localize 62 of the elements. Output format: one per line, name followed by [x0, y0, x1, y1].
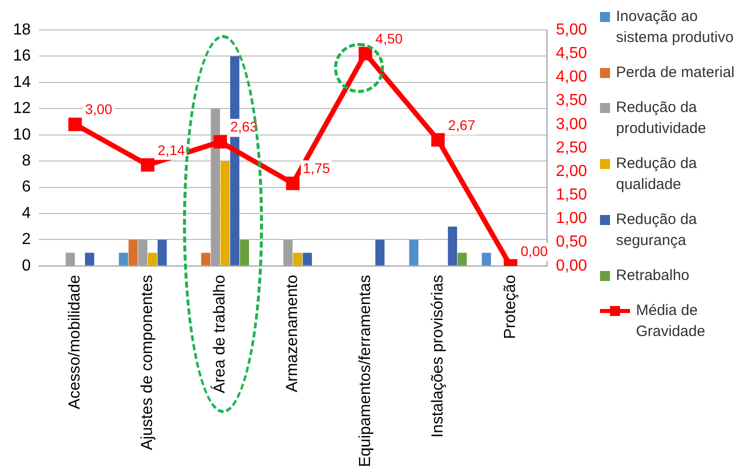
y2-tick-label: 3,50 — [556, 92, 588, 110]
data-label: 4,50 — [375, 30, 403, 46]
legend-label: Redução da segurança — [616, 210, 698, 251]
x-tick-label: Armazenamento — [284, 274, 302, 392]
bar — [482, 252, 491, 266]
y-tick-label: 0 — [22, 257, 31, 274]
point — [358, 46, 372, 60]
legend-label: Perda de material — [616, 63, 734, 83]
y-tick-label: 6 — [22, 178, 31, 196]
legend-label: Inovação ao sistema produtivo — [616, 7, 735, 48]
data-label: 0,00 — [520, 242, 548, 259]
legend-label: Redução da qualidade — [616, 154, 698, 195]
y-tick-label: 16 — [13, 48, 31, 65]
y-tick-label: 10 — [13, 126, 31, 144]
bar — [148, 252, 158, 266]
legend-label: Retrabalho — [616, 266, 690, 286]
y2-tick-label: 2,50 — [556, 139, 588, 156]
bar — [118, 252, 128, 266]
data-label: 3,00 — [85, 101, 113, 118]
x-tick-label: Equipamentos/ferramentas — [356, 274, 374, 468]
y-tick-label: 14 — [13, 74, 31, 91]
data-label: 2,67 — [448, 116, 476, 133]
y2-tick-label: 4,50 — [556, 44, 588, 62]
point — [286, 176, 300, 190]
y2-tick-label: 1,00 — [556, 210, 588, 228]
bar — [409, 240, 418, 266]
y-tick-label: 2 — [22, 231, 31, 248]
y2-tick-label: 1,50 — [556, 186, 588, 204]
x-tick-label: Área de trabalho — [210, 274, 229, 394]
point — [214, 135, 227, 149]
bar — [293, 252, 302, 266]
bar — [448, 226, 458, 266]
y-tick-label: 8 — [22, 152, 31, 170]
y2-tick-label: 4,00 — [556, 68, 588, 86]
y2-tick-label: 2,00 — [556, 162, 588, 180]
bar — [128, 240, 138, 266]
x-tick-label: Acesso/mobilidade — [66, 274, 84, 410]
data-label: 2,14 — [158, 142, 186, 158]
y2-tick-label: 5,00 — [556, 21, 588, 38]
legend-label: Redução da produtividade — [616, 98, 708, 139]
bar — [302, 252, 312, 266]
y2-tick-label: 0,00 — [556, 257, 588, 274]
y-tick-label: 12 — [13, 100, 31, 118]
point — [140, 158, 154, 172]
x-tick-label: Ajustes de componentes — [139, 274, 156, 450]
legend-label: Média de Gravidade — [636, 301, 706, 342]
bar — [85, 252, 94, 266]
x-tick-label: Proteção — [502, 274, 519, 339]
bar — [375, 240, 385, 266]
point — [431, 133, 445, 147]
x-tick-label: Instalações provisórias — [429, 274, 446, 438]
bar — [201, 252, 210, 266]
y2-tick-label: 0,50 — [556, 234, 588, 251]
point — [68, 118, 82, 132]
bar — [158, 240, 167, 266]
y-tick-label: 18 — [13, 21, 31, 38]
y2-tick-label: 3,00 — [556, 116, 588, 133]
y-tick-label: 4 — [22, 204, 31, 222]
bar — [240, 240, 250, 266]
bar — [458, 252, 467, 266]
bar — [220, 161, 230, 266]
data-label: 1,75 — [302, 160, 330, 176]
